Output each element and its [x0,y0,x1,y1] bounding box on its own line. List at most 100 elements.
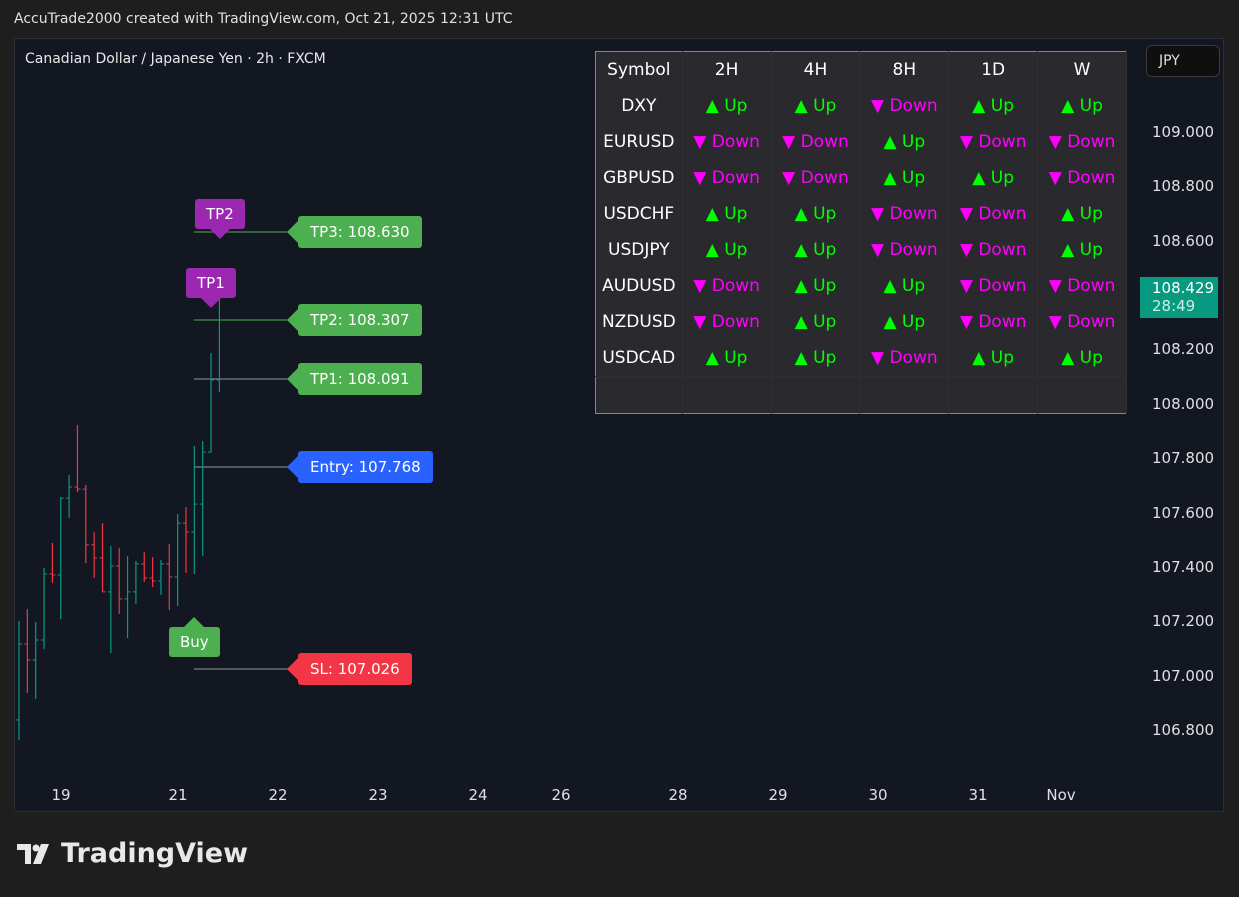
triangle-down-icon: ▼ [959,132,973,152]
triangle-up-icon: ▲ [794,348,808,368]
trend-cell: ▼ Down [682,160,772,196]
trend-cell: ▼ Down [948,124,1039,160]
price-tick: 106.800 [1152,720,1215,739]
tp1-marker: TP1 [186,268,236,308]
triangle-down-icon: ▼ [870,96,885,116]
trend-text: Up [901,132,926,152]
triangle-down-icon: ▼ [1048,168,1062,188]
trend-cell: ▲ Up [771,304,861,340]
trend-cell: ▲ Up [859,304,950,340]
trend-text: Up [724,348,748,368]
table-header: 2H [682,51,772,88]
triangle-up-icon: ▲ [705,204,719,224]
chart-title: Canadian Dollar / Japanese Yen · 2h · FX… [25,51,326,67]
trend-text: Down [978,204,1027,224]
trend-text: Up [990,96,1015,116]
trend-text: Down [1067,132,1116,152]
table-row: DXY ▲ Up ▲ Up ▼ Down ▲ Up ▲ Up [595,88,1127,124]
triangle-up-icon: ▲ [972,168,986,188]
triangle-down-icon: ▼ [959,240,973,260]
symbol-cell: USDJPY [595,232,683,268]
price-tick: 107.400 [1152,557,1215,576]
price-tick: 108.200 [1152,340,1215,359]
entry-label: Entry: 107.768 [287,451,433,483]
trend-cell: ▲ Up [771,268,861,304]
table-header: Symbol [595,51,683,88]
price-tick: 109.000 [1152,123,1215,141]
table-header: 8H [859,51,950,88]
trend-cell: ▲ Up [1037,196,1127,232]
symbol-cell: USDCAD [595,340,683,377]
trend-text: Up [1079,240,1103,260]
sl-label: SL: 107.026 [287,653,412,685]
trend-cell: ▼ Down [682,304,772,340]
table-row: USDCHF ▲ Up ▲ Up ▼ Down ▼ Down ▲ Up [595,196,1127,232]
table-header: 1D [948,51,1039,88]
time-tick: 26 [551,786,571,804]
trend-cell: ▼ Down [682,268,772,304]
tradingview-logo[interactable]: TradingView [17,838,248,869]
triangle-up-icon: ▲ [794,204,808,224]
symbol-cell: USDCHF [595,196,683,232]
price-tick: 108.000 [1152,394,1215,413]
triangle-down-icon: ▼ [959,204,973,224]
trend-text: Down [978,312,1027,332]
table-row: USDCAD ▲ Up ▲ Up ▼ Down ▲ Up ▲ Up [595,340,1127,377]
trend-cell: ▲ Up [948,340,1039,377]
price-tick: 107.000 [1152,666,1215,685]
logo-text: TradingView [61,838,249,869]
triangle-down-icon: ▼ [782,168,796,188]
trend-text: Down [711,312,760,332]
trend-text: Down [1067,312,1116,332]
triangle-up-icon: ▲ [1061,240,1075,260]
symbol-cell: DXY [595,88,683,124]
triangle-down-icon: ▼ [693,132,707,152]
trend-cell: ▼ Down [948,196,1039,232]
trend-text: Down [978,132,1027,152]
triangle-up-icon: ▲ [705,96,719,116]
trend-text: Up [1079,96,1103,116]
trend-text: Down [1067,168,1116,188]
currency-button[interactable]: JPY [1146,45,1220,77]
triangle-up-icon: ▲ [794,312,808,332]
table-header-row: Symbol 2H 4H 8H 1D W [595,51,1127,88]
table-row: USDJPY ▲ Up ▲ Up ▼ Down ▼ Down ▲ Up [595,232,1127,268]
triangle-up-icon: ▲ [883,312,897,332]
triangle-down-icon: ▼ [782,132,796,152]
triangle-down-icon: ▼ [870,240,885,260]
trend-text: Down [889,240,938,260]
tp3-label: TP3: 108.630 [287,216,422,248]
trend-cell: ▲ Up [859,124,950,160]
triangle-up-icon: ▲ [794,240,808,260]
buy-marker: Buy [169,617,220,657]
trend-text: Up [901,168,926,188]
triangle-down-icon: ▼ [1048,312,1062,332]
trend-text: Up [724,96,748,116]
bar-countdown: 28:49 [1152,297,1196,315]
trend-cell: ▲ Up [771,232,861,268]
triangle-down-icon: ▼ [1048,132,1062,152]
time-tick: 28 [668,786,688,804]
trend-cell: ▼ Down [859,340,950,377]
trend-text: Down [711,168,760,188]
trend-cell: ▲ Up [771,88,861,124]
time-tick: 19 [51,786,71,804]
time-tick: 21 [168,786,188,804]
trend-text: Down [800,132,849,152]
triangle-down-icon: ▼ [1048,276,1062,296]
time-tick: 23 [368,786,388,804]
trend-cell: ▼ Down [948,232,1039,268]
time-tick: 24 [468,786,488,804]
trend-table: Symbol 2H 4H 8H 1D W DXY ▲ Up ▲ Up ▼ Down ▲ Up ▲ Up… [595,51,1127,414]
time-tick: Nov [1046,786,1076,804]
trend-text: Down [889,204,938,224]
table-row: EURUSD ▼ Down ▼ Down ▲ Up ▼ Down ▼ Down [595,124,1127,160]
trend-cell: ▼ Down [771,160,861,196]
price-tick: 107.800 [1152,449,1215,468]
trend-text: Up [813,240,837,260]
trend-cell: ▲ Up [1037,88,1127,124]
time-tick: 22 [268,786,288,804]
triangle-down-icon: ▼ [693,276,707,296]
last-price: 108.429 [1152,279,1215,297]
